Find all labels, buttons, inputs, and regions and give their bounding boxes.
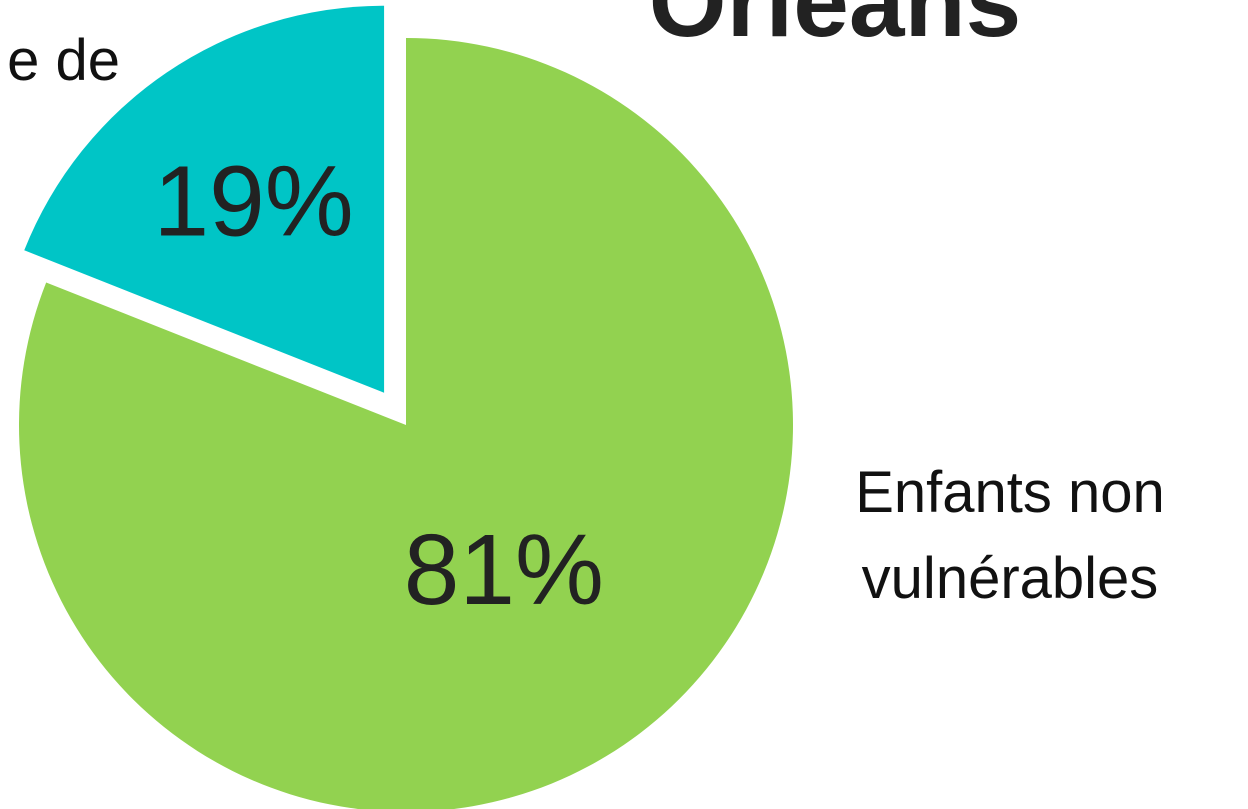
slice-label: Enfants non vulnérables [855,460,1165,611]
value-label: 19% [153,146,353,258]
chart-title: Orléans [649,0,1021,58]
value-label: 81% [404,514,604,626]
slice-label: e de [7,28,120,93]
pie-slice [24,5,385,393]
pie-slice [19,38,793,809]
